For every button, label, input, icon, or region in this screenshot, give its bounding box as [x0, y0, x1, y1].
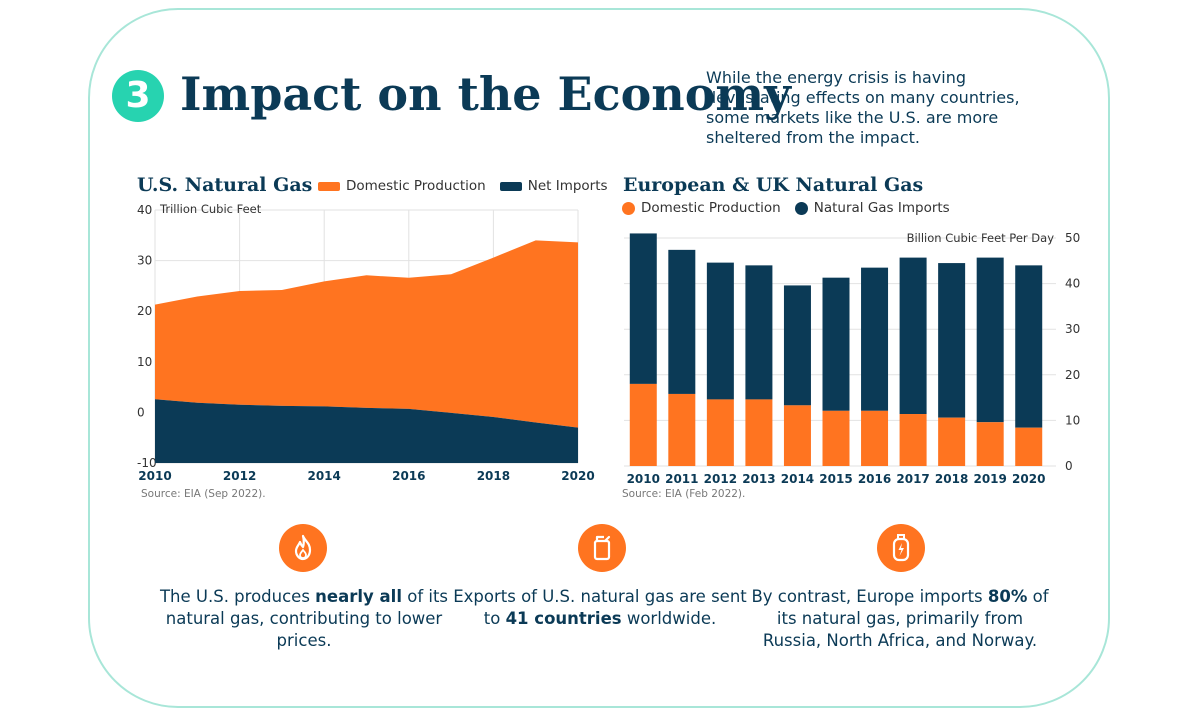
x-tick-label: 2016: [392, 469, 425, 483]
y-tick-label: 30: [137, 254, 152, 268]
x-tick-label: 2012: [704, 472, 737, 486]
x-tick-label: 2014: [781, 472, 814, 486]
bar-domestic-production: [745, 399, 773, 466]
y-tick-label: 10: [1065, 413, 1080, 427]
stat-us-exports: Exports of U.S. natural gas are sent to …: [453, 587, 747, 628]
us-chart-legend: Domestic Production Net Imports: [318, 177, 622, 195]
unit-label: Billion Cubic Feet Per Day: [907, 231, 1055, 245]
x-tick-label: 2010: [138, 469, 171, 483]
y-tick-label: 0: [1065, 459, 1073, 473]
bar-domestic-production: [938, 417, 966, 466]
legend-swatch-orange: [622, 201, 635, 215]
y-tick-label: 30: [1065, 322, 1080, 336]
y-tick-label: 20: [1065, 368, 1080, 382]
eu-chart-legend: Domestic Production Natural Gas Imports: [622, 199, 964, 217]
bar-domestic-production: [976, 422, 1004, 466]
x-tick-label: 2019: [973, 472, 1006, 486]
bar-domestic-production: [861, 410, 889, 466]
chart-source: Source: EIA (Sep 2022).: [141, 488, 266, 500]
x-tick-label: 2017: [896, 472, 929, 486]
bar-imports: [706, 262, 734, 400]
x-tick-label: 2015: [819, 472, 852, 486]
bar-domestic-production: [783, 405, 811, 466]
area-net-imports: [155, 399, 578, 463]
bar-imports: [1015, 265, 1043, 428]
section-number-badge: 3: [112, 70, 164, 122]
x-tick-label: 2014: [307, 469, 340, 483]
x-tick-label: 2010: [627, 472, 660, 486]
bar-domestic-production: [822, 410, 850, 466]
bar-domestic-production: [899, 414, 927, 466]
legend-item-domestic-production: Domestic Production: [622, 199, 781, 217]
stat-europe-imports: By contrast, Europe imports 80% of its n…: [751, 587, 1049, 650]
y-tick-label: 40: [1065, 277, 1080, 291]
bar-imports: [976, 257, 1004, 423]
gas-cylinder-icon: [892, 534, 910, 562]
bar-imports: [629, 233, 657, 384]
y-tick-label: -10: [137, 456, 157, 470]
us-chart-title: U.S. Natural Gas: [137, 174, 313, 196]
y-tick-label: 40: [137, 203, 152, 217]
legend-swatch-orange: [318, 181, 340, 191]
unit-label: Trillion Cubic Feet: [159, 202, 262, 216]
gas-can-icon: [593, 535, 611, 561]
bar-imports: [822, 277, 850, 411]
area-domestic-production: [155, 240, 578, 428]
legend-item-natural-gas-imports: Natural Gas Imports: [794, 199, 950, 217]
x-tick-label: 2020: [1012, 472, 1045, 486]
flame-icon-badge: [279, 524, 327, 572]
x-tick-label: 2016: [858, 472, 891, 486]
bar-imports: [899, 257, 927, 415]
y-tick-label: 10: [137, 355, 152, 369]
bar-imports: [668, 249, 696, 394]
page-subtitle: While the energy crisis is having devast…: [706, 68, 1020, 147]
gas-cylinder-icon-badge: [877, 524, 925, 572]
legend-item-domestic-production: Domestic Production: [318, 177, 486, 195]
gas-can-icon-badge: [578, 524, 626, 572]
chart-source: Source: EIA (Feb 2022).: [622, 488, 745, 500]
bar-imports: [938, 263, 966, 418]
bar-domestic-production: [629, 383, 657, 466]
x-tick-label: 2018: [477, 469, 510, 483]
flame-icon: [294, 534, 312, 561]
legend-swatch-navy: [499, 181, 522, 191]
bar-domestic-production: [706, 399, 734, 466]
eu-chart-title: European & UK Natural Gas: [623, 174, 924, 196]
page-title: Impact on the Economy: [180, 67, 791, 121]
bar-imports: [861, 267, 889, 411]
x-tick-label: 2011: [665, 472, 698, 486]
x-tick-label: 2012: [223, 469, 256, 483]
stat-us-production: The U.S. produces nearly all of its natu…: [159, 587, 449, 650]
y-tick-label: 20: [137, 304, 152, 318]
bar-imports: [745, 265, 773, 400]
legend-item-net-imports: Net Imports: [499, 177, 608, 195]
bar-imports: [783, 285, 811, 406]
x-tick-label: 2020: [561, 469, 594, 483]
bar-domestic-production: [1015, 427, 1043, 466]
legend-swatch-navy: [794, 201, 808, 215]
y-tick-label: 0: [137, 405, 145, 419]
bar-domestic-production: [668, 393, 696, 466]
y-tick-label: 50: [1065, 231, 1080, 245]
x-tick-label: 2013: [742, 472, 775, 486]
x-tick-label: 2018: [935, 472, 968, 486]
